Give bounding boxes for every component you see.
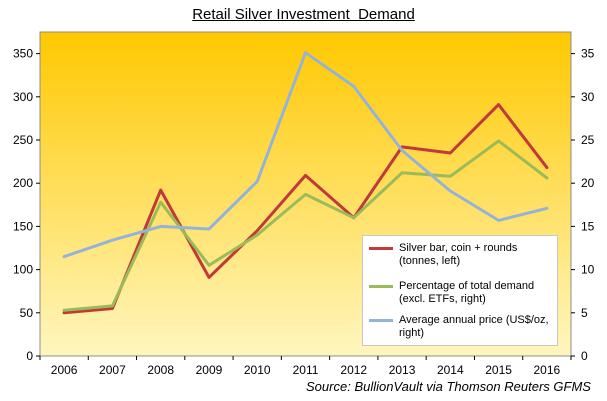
x-tick-label: 2014 <box>437 363 464 377</box>
legend: Silver bar, coin + rounds (tonnes, left)… <box>362 235 558 346</box>
x-tick-label: 2010 <box>244 363 271 377</box>
chart-title: Retail Silver Investment Demand <box>192 6 415 23</box>
right-tick-label: 0 <box>581 349 588 363</box>
right-tick-label: 25 <box>581 133 595 147</box>
legend-label-percentage: Percentage of total demand (excl. ETFs, … <box>399 280 535 305</box>
series-line-2 <box>62 51 549 259</box>
left-tick-label: 300 <box>13 90 33 104</box>
legend-label-silver-bar: Silver bar, coin + rounds (tonnes, left) <box>399 242 518 267</box>
legend-swatch-silver-bar <box>369 247 393 250</box>
x-tick-label: 2006 <box>51 363 78 377</box>
right-tick-label: 15 <box>581 219 595 233</box>
x-tick-label: 2013 <box>389 363 416 377</box>
left-tick-label: 200 <box>13 176 33 190</box>
right-tick-label: 10 <box>581 263 595 277</box>
legend-swatch-average-price <box>369 319 393 322</box>
x-tick-label: 2011 <box>293 363 319 377</box>
left-tick-label: 150 <box>13 219 33 233</box>
legend-swatch-percentage <box>369 285 393 288</box>
series-line-1 <box>62 139 549 312</box>
source-note: Source: BullionVault via Thomson Reuters… <box>306 379 591 394</box>
left-tick-label: 350 <box>13 47 33 61</box>
right-tick-label: 35 <box>581 47 595 61</box>
x-tick-label: 2008 <box>147 363 174 377</box>
series-layer <box>62 51 549 315</box>
left-tick-label: 100 <box>13 263 33 277</box>
x-tick-label: 2007 <box>99 363 126 377</box>
source-text: BullionVault via Thomson Reuters GFMS <box>354 379 591 394</box>
left-tick-label: 50 <box>20 306 34 320</box>
x-tick-label: 2016 <box>534 363 561 377</box>
legend-label-average-price: Average annual price (US$/oz, right) <box>399 314 549 339</box>
left-axis-ticks: 0 50 100 150 200 250 300 350 <box>13 47 40 363</box>
right-tick-label: 20 <box>581 176 595 190</box>
left-tick-label: 250 <box>13 133 33 147</box>
x-tick-label: 2012 <box>340 363 367 377</box>
right-axis-ticks: 0 5 10 15 20 25 30 35 <box>571 47 595 363</box>
x-tick-label: 2009 <box>196 363 223 377</box>
x-axis-ticks: 2006 2007 2008 2009 2010 2011 2012 2013 2014 2015… <box>39 356 572 377</box>
x-tick-label: 2015 <box>485 363 512 377</box>
source-label: Source: <box>306 379 351 394</box>
left-tick-label: 0 <box>26 349 33 363</box>
right-tick-label: 5 <box>581 306 588 320</box>
right-tick-label: 30 <box>581 90 595 104</box>
